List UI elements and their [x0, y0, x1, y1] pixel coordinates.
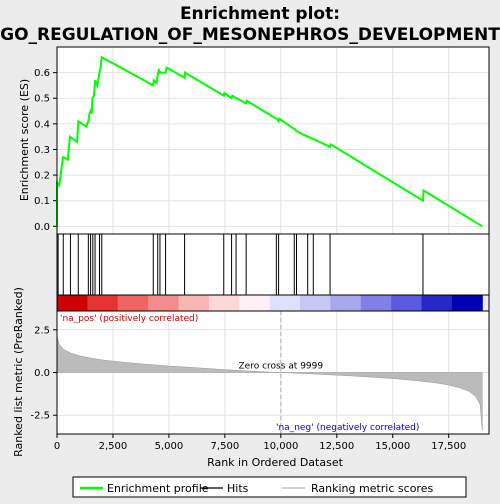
colorbar-segment — [391, 295, 423, 311]
es-panel-background — [57, 47, 489, 234]
x-tick-label: 7,500 — [211, 441, 240, 452]
es-y-tick-label: 0.3 — [34, 145, 50, 156]
es-y-tick-label: 0.0 — [34, 222, 50, 233]
enrichment-profile-line — [56, 55, 483, 228]
pos-correlated-label: 'na_pos' (positively correlated) — [60, 314, 198, 324]
legend-box — [72, 476, 467, 498]
x-tick-label: 12,500 — [319, 441, 354, 452]
colorbar-segment — [300, 295, 331, 311]
zero-cross-label: Zero cross at 9999 — [239, 362, 324, 372]
x-tick-label: 10,000 — [263, 441, 298, 452]
colorbar-segment — [87, 295, 119, 311]
es-y-tick-label: 0.2 — [34, 171, 50, 182]
x-axis-ticks: 0 2,500 5,000 7,500 10,000 12,500 15,000 17,500 — [54, 434, 466, 452]
colorbar-segment — [269, 295, 301, 311]
neg-correlated-label: 'na_neg' (negatively correlated) — [276, 423, 419, 433]
ranking-metric-area — [56, 336, 483, 431]
hits-panel-background — [57, 234, 489, 295]
metric-y-tick-label: 2.5 — [34, 325, 50, 336]
colorbar-segment — [421, 295, 453, 311]
x-tick-label: 0 — [54, 441, 60, 452]
hits-marks — [57, 234, 424, 295]
colorbar-segment — [117, 295, 149, 311]
colorbar-segment — [239, 295, 271, 311]
legend-label-1: Enrichment profile — [107, 482, 209, 495]
colorbar-segment — [208, 295, 240, 311]
colorbar-segment — [148, 295, 180, 311]
metric-panel-y-ticks: -2.5 0.0 2.5 — [30, 325, 57, 422]
colorbar-segment — [178, 295, 210, 311]
x-tick-label: 17,500 — [431, 441, 466, 452]
es-y-tick-label: 0.1 — [34, 196, 50, 207]
x-tick-label: 5,000 — [155, 441, 184, 452]
x-tick-label: 2,500 — [99, 441, 128, 452]
metric-y-tick-label: 0.0 — [34, 368, 50, 379]
legend: Enrichment profile Hits Ranking metric sco… — [80, 482, 433, 495]
legend-label-3: Ranking metric scores — [311, 482, 433, 495]
chart-title-line-2: GO_REGULATION_OF_MESONEPHROS_DEVELOPMENT — [0, 25, 500, 45]
metric-y-axis-label: Ranked list metric (PreRanked) — [12, 287, 25, 457]
metric-y-tick-label: -2.5 — [30, 411, 50, 422]
colorbar-segment — [451, 295, 483, 311]
x-tick-label: 15,000 — [375, 441, 410, 452]
es-y-tick-label: 0.4 — [34, 119, 50, 130]
ranking-colorbar — [57, 295, 483, 311]
colorbar-segment — [57, 295, 88, 311]
colorbar-segment — [360, 295, 392, 311]
legend-label-2: Hits — [227, 482, 249, 495]
metric-panel-frame — [56, 310, 490, 435]
x-axis-label: Rank in Ordered Dataset — [207, 456, 344, 469]
es-y-tick-label: 0.5 — [34, 94, 50, 105]
chart-title-line-1: Enrichment plot: — [180, 4, 340, 24]
colorbar-segment — [330, 295, 362, 311]
es-y-axis-label: Enrichment score (ES) — [18, 79, 31, 201]
es-y-tick-label: 0.6 — [34, 68, 50, 79]
es-panel-y-ticks: 0.0 0.1 0.2 0.3 0.4 0.5 0.6 — [34, 68, 57, 233]
